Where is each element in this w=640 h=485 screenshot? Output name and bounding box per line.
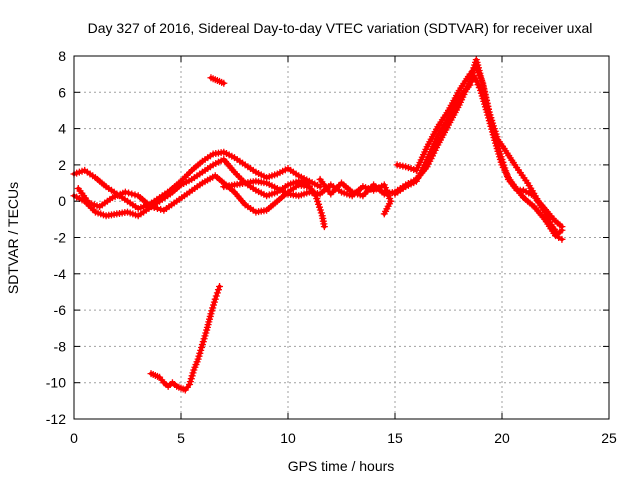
series-track-i [147, 283, 224, 394]
y-tick-label: 6 [58, 84, 66, 100]
data-point-marker [147, 203, 155, 211]
y-tick-label: 4 [58, 121, 66, 137]
series-track-f [391, 72, 566, 243]
y-tick-label: 2 [58, 157, 66, 173]
series-track-h [207, 74, 228, 87]
data-point-marker [121, 188, 129, 196]
grid-lines [74, 56, 609, 419]
x-tick-label: 25 [601, 430, 617, 446]
data-point-marker [153, 204, 161, 212]
data-point-marker [150, 204, 158, 212]
data-point-marker [558, 223, 566, 231]
series-trace [149, 284, 222, 392]
plot-area [70, 56, 566, 394]
data-point-marker [131, 191, 139, 199]
series-track-c [74, 172, 328, 231]
y-tick-label: -10 [46, 375, 66, 391]
data-point-marker [211, 295, 219, 303]
y-tick-label: -2 [54, 230, 67, 246]
y-axis-label: SDTVAR / TECUs [5, 182, 21, 294]
data-point-marker [157, 205, 165, 213]
axis-ticks: 0 5 10 15 20 25 -12 -10 -8 -6 -4 -2 0 2 4 6 8 [46, 48, 617, 446]
y-tick-label: 8 [58, 48, 66, 64]
y-tick-label: -4 [54, 266, 67, 282]
y-tick-label: -8 [54, 338, 67, 354]
y-tick-label: -6 [54, 302, 67, 318]
x-tick-label: 0 [70, 430, 78, 446]
data-point-marker [213, 289, 221, 297]
data-point-marker [220, 79, 228, 87]
data-point-marker [380, 210, 388, 218]
data-point-marker [320, 223, 328, 231]
series-trace [318, 57, 564, 236]
data-point-marker [128, 190, 136, 198]
x-tick-label: 20 [494, 430, 510, 446]
x-axis-label: GPS time / hours [288, 458, 395, 474]
data-point-marker [214, 286, 222, 294]
chart-title: Day 327 of 2016, Sidereal Day-to-day VTE… [88, 20, 593, 36]
series-track-a [70, 148, 324, 212]
data-point-marker [216, 283, 224, 291]
series-track-g [393, 63, 566, 231]
x-tick-label: 10 [280, 430, 296, 446]
data-point-marker [558, 235, 566, 243]
x-tick-label: 5 [177, 430, 185, 446]
x-tick-label: 15 [387, 430, 403, 446]
data-point-marker [212, 292, 220, 300]
series-track-e [316, 56, 566, 238]
y-tick-label: -12 [46, 411, 66, 427]
data-point-marker [125, 189, 133, 197]
y-tick-label: 0 [58, 193, 66, 209]
data-point-marker [466, 81, 474, 89]
